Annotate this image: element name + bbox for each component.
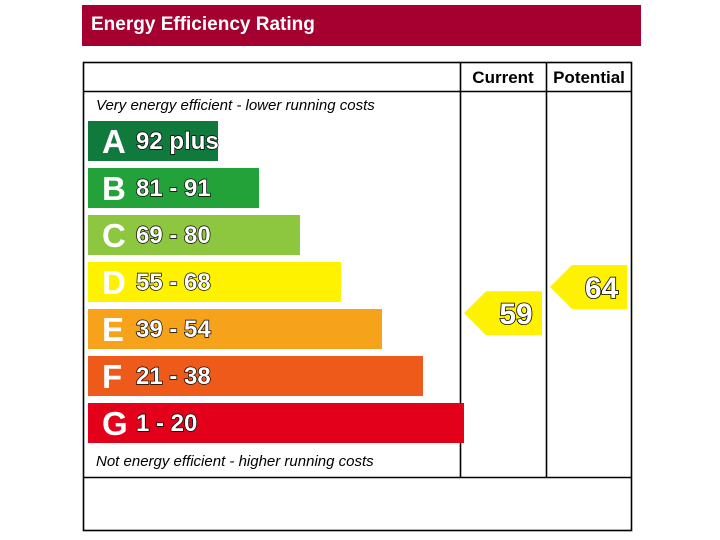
band-c-range: 69 - 80	[136, 222, 211, 249]
band-d: D 55 - 68	[88, 262, 341, 302]
title-bar: Energy Efficiency Rating	[82, 5, 641, 46]
potential-column-header: Potential	[553, 68, 625, 87]
band-f-range: 21 - 38	[136, 363, 211, 390]
band-e: E 39 - 54	[88, 309, 382, 349]
band-f-bar	[88, 356, 423, 396]
band-e-letter: E	[102, 311, 124, 348]
top-note: Very energy efficient - lower running co…	[96, 97, 375, 114]
current-rating-arrow	[464, 291, 542, 336]
potential-rating-marker: 64	[550, 264, 627, 309]
potential-rating-value: 64	[585, 272, 619, 305]
bottom-note: Not energy efficient - higher running co…	[96, 453, 374, 470]
band-e-range: 39 - 54	[136, 316, 211, 343]
band-c-letter: C	[102, 217, 126, 254]
outer-border	[82, 61, 633, 532]
band-a-letter: A	[102, 123, 126, 160]
page-title: Energy Efficiency Rating	[91, 14, 315, 35]
band-e-bar	[88, 309, 382, 349]
band-b-bar	[88, 168, 259, 208]
band-c-bar	[88, 215, 300, 255]
band-d-letter: D	[102, 264, 126, 301]
potential-rating-arrow	[550, 264, 627, 309]
band-g-range: 1 - 20	[136, 410, 197, 437]
band-b: B 81 - 91	[88, 168, 259, 208]
band-d-range: 55 - 68	[136, 269, 211, 296]
current-column-header: Current	[472, 68, 534, 87]
rating-markers: 59 64	[464, 264, 627, 336]
band-g: G 1 - 20	[88, 403, 464, 443]
band-g-bar	[88, 403, 464, 443]
band-a-range: 92 plus	[136, 128, 219, 155]
band-g-letter: G	[102, 405, 128, 442]
band-a: A 92 plus	[88, 121, 219, 161]
band-b-letter: B	[102, 170, 126, 207]
band-c: C 69 - 80	[88, 215, 300, 255]
band-a-bar	[88, 121, 218, 161]
band-b-range: 81 - 91	[136, 175, 211, 202]
current-rating-value: 59	[499, 298, 532, 331]
band-d-bar	[88, 262, 341, 302]
current-rating-marker: 59	[464, 291, 542, 336]
band-f: F 21 - 38	[88, 356, 423, 396]
rating-bands: A 92 plus B 81 - 91 C 69 - 80 D 55 - 68 E 39 - 54…	[88, 121, 464, 443]
band-f-letter: F	[102, 358, 122, 395]
